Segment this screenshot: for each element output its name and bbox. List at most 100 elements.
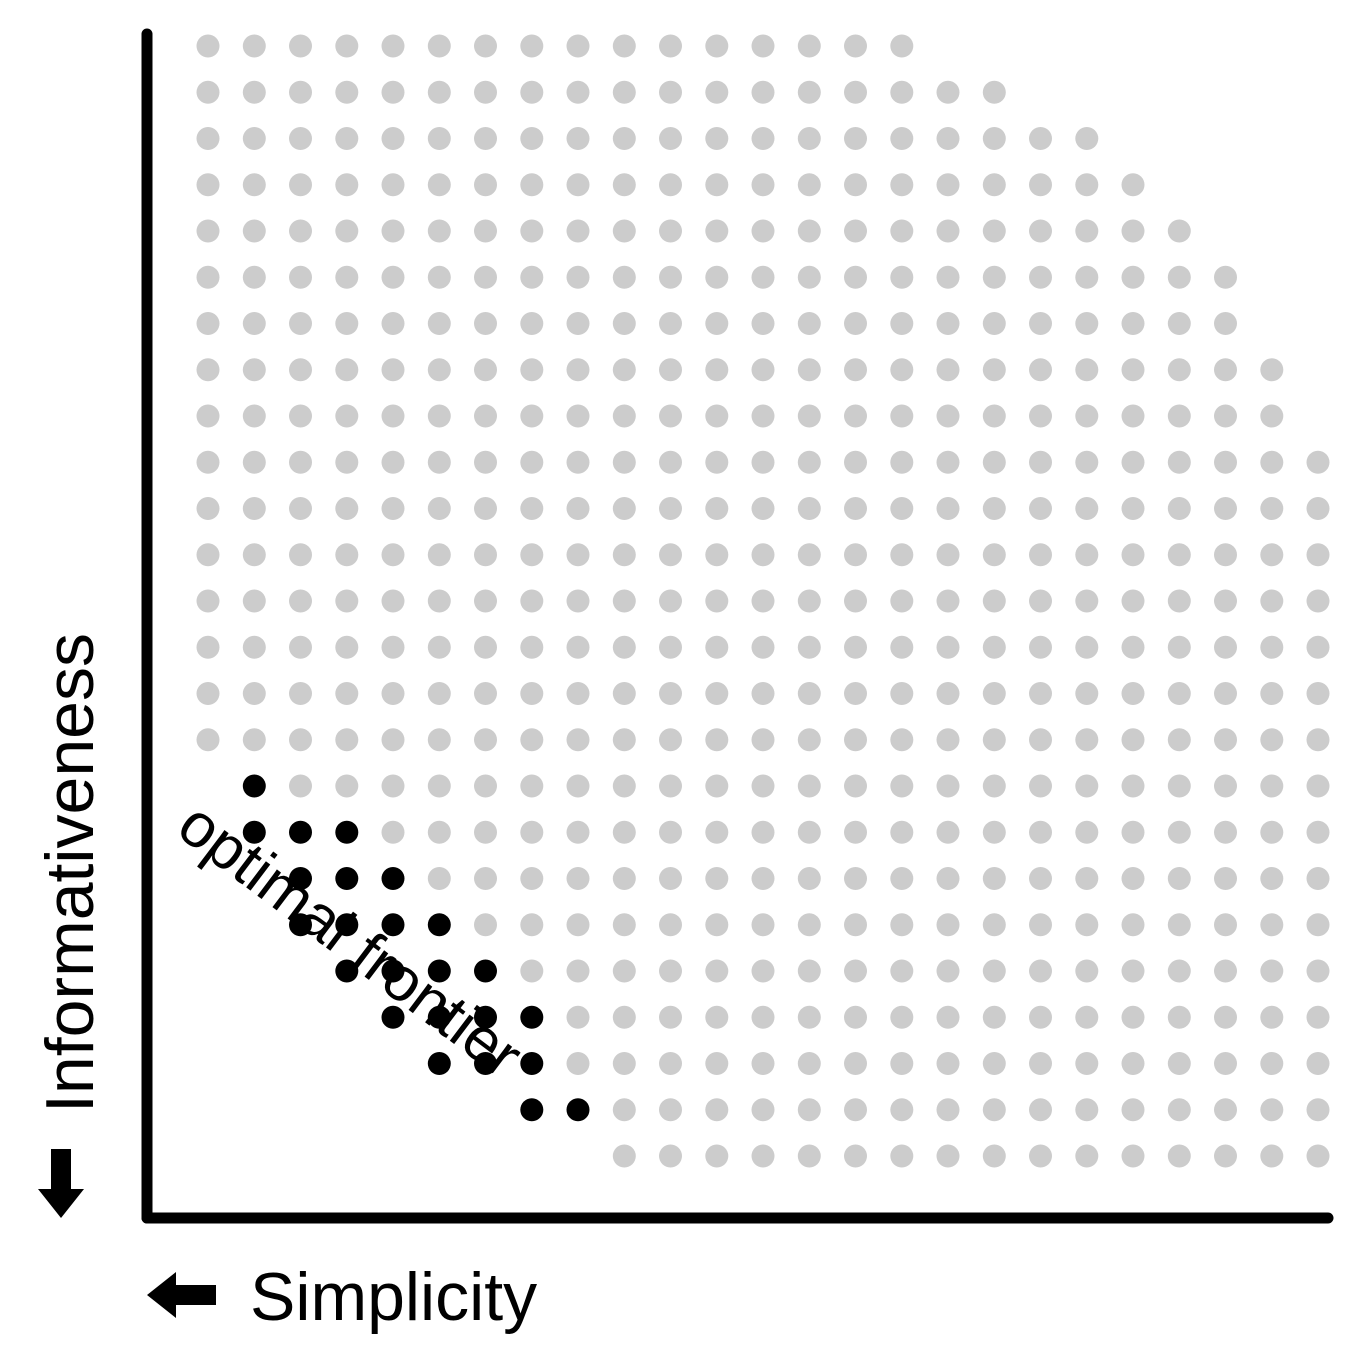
grid-point — [566, 358, 590, 382]
grid-point — [612, 589, 636, 613]
grid-point — [566, 635, 590, 659]
grid-point — [797, 450, 821, 474]
grid-point — [844, 173, 867, 197]
grid-point — [936, 219, 960, 243]
grid-point — [1121, 867, 1145, 890]
grid-point — [936, 589, 960, 613]
grid-point — [1121, 635, 1145, 659]
grid-point — [289, 728, 312, 752]
grid-point — [1260, 1144, 1284, 1168]
grid-point — [520, 450, 544, 474]
grid-point — [520, 728, 544, 752]
grid-point — [659, 589, 682, 613]
grid-point — [982, 1098, 1006, 1122]
grid-point — [335, 682, 359, 705]
grid-point — [566, 404, 590, 428]
grid-point — [1260, 404, 1284, 428]
grid-point — [1306, 450, 1330, 474]
grid-point — [612, 543, 636, 567]
grid-point — [705, 80, 729, 104]
grid-point — [427, 312, 451, 335]
grid-point — [520, 635, 544, 659]
grid-point — [844, 774, 867, 798]
frontier-point — [335, 867, 359, 890]
grid-point — [520, 589, 544, 613]
grid-point — [797, 1005, 821, 1029]
grid-point — [890, 497, 914, 520]
grid-point — [242, 173, 266, 197]
grid-point — [196, 450, 220, 474]
grid-point — [659, 127, 682, 150]
grid-point — [659, 728, 682, 752]
grid-point — [566, 265, 590, 289]
grid-point — [1029, 127, 1052, 150]
grid-point — [797, 543, 821, 567]
grid-point — [427, 265, 451, 289]
grid-point — [1121, 219, 1145, 243]
grid-point — [427, 450, 451, 474]
grid-point — [1260, 497, 1284, 520]
grid-point — [844, 450, 867, 474]
grid-point — [1075, 1005, 1099, 1029]
grid-point — [612, 1005, 636, 1029]
grid-point — [797, 265, 821, 289]
frontier-point — [566, 1098, 590, 1122]
grid-point — [196, 173, 220, 197]
grid-point — [1306, 589, 1330, 613]
grid-point — [936, 404, 960, 428]
grid-point — [936, 265, 960, 289]
grid-point — [1260, 682, 1284, 705]
grid-point — [381, 358, 405, 382]
grid-point — [751, 913, 775, 937]
grid-point — [242, 219, 266, 243]
grid-point — [474, 312, 497, 335]
grid-point — [751, 1098, 775, 1122]
grid-point — [659, 219, 682, 243]
grid-point — [612, 1098, 636, 1122]
grid-point — [844, 913, 867, 937]
frontier-point — [289, 820, 312, 844]
grid-point — [1029, 358, 1052, 382]
grid-point — [751, 959, 775, 983]
grid-point — [844, 265, 867, 289]
grid-point — [797, 173, 821, 197]
grid-point — [982, 913, 1006, 937]
grid-point — [612, 913, 636, 937]
grid-point — [612, 635, 636, 659]
grid-point — [289, 265, 312, 289]
grid-point — [844, 1005, 867, 1029]
grid-point — [844, 497, 867, 520]
grid-point — [1214, 589, 1237, 613]
grid-point — [335, 358, 359, 382]
grid-point — [474, 635, 497, 659]
grid-point — [982, 127, 1006, 150]
grid-point — [936, 728, 960, 752]
grid-point — [335, 265, 359, 289]
grid-point — [797, 80, 821, 104]
grid-point — [890, 1098, 914, 1122]
grid-point — [1121, 1005, 1145, 1029]
grid-point — [381, 265, 405, 289]
grid-point — [1029, 265, 1052, 289]
x-arrow-icon — [147, 1272, 216, 1318]
grid-point — [1167, 728, 1191, 752]
grid-point — [612, 173, 636, 197]
grid-point — [705, 497, 729, 520]
grid-point — [982, 543, 1006, 567]
grid-point — [1167, 589, 1191, 613]
grid-point — [1306, 1052, 1330, 1075]
grid-point — [427, 543, 451, 567]
grid-point — [982, 1052, 1006, 1075]
grid-point — [1214, 543, 1237, 567]
grid-point — [427, 820, 451, 844]
grid-point — [242, 312, 266, 335]
grid-point — [474, 820, 497, 844]
grid-point — [427, 80, 451, 104]
grid-point — [1075, 820, 1099, 844]
grid-point — [705, 219, 729, 243]
grid-point — [335, 543, 359, 567]
grid-point — [797, 1144, 821, 1168]
grid-point — [1167, 312, 1191, 335]
grid-point — [566, 543, 590, 567]
grid-point — [844, 635, 867, 659]
